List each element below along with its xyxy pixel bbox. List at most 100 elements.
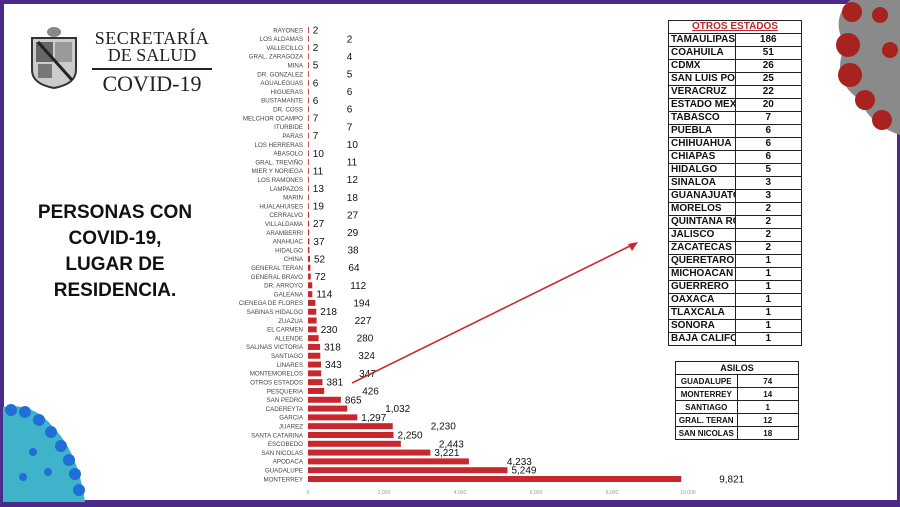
bar (308, 106, 309, 113)
category-label: RAYONES (273, 27, 303, 34)
table-row: GRAL. TERAN 12 (675, 413, 799, 427)
bar (308, 71, 309, 78)
bar (308, 88, 309, 95)
table-row: QUINTANA ROO2 (668, 215, 802, 229)
state-name: TLAXCALA (668, 306, 736, 320)
category-label: APODACA (273, 459, 304, 466)
value-label: 29 (347, 228, 359, 239)
bar (308, 115, 309, 122)
bar (308, 220, 310, 227)
value-label: 2,250 (398, 430, 423, 441)
case-count: 6 (734, 137, 802, 151)
case-count: 1 (734, 332, 802, 346)
org-line2: DE SALUD (92, 46, 212, 70)
value-label: 426 (362, 386, 379, 397)
table-row: TABASCO 7 (668, 111, 802, 125)
state-name: SAN LUIS POTOSI (668, 72, 736, 86)
value-label: 343 (325, 360, 342, 371)
value-label: 27 (313, 219, 325, 230)
case-count: 2 (734, 215, 802, 229)
case-count: 1 (734, 254, 802, 268)
org-line1: SECRETARÍA (94, 28, 210, 48)
value-label: 13 (313, 184, 325, 195)
value-label: 5 (313, 61, 319, 72)
frame-border-left (0, 0, 4, 507)
value-label: 9,821 (719, 475, 744, 486)
table-row: BAJA CALIFORNIA1 (668, 332, 802, 346)
value-label: 11 (313, 166, 324, 177)
table-row: COAHUILA 51 (668, 46, 802, 60)
bar (308, 185, 309, 192)
bar (308, 440, 401, 447)
state-name: PUEBLA (668, 124, 736, 138)
case-count: 6 (734, 124, 802, 138)
category-label: MINA (288, 63, 304, 70)
state-name: TAMAULIPAS (668, 33, 736, 47)
bar (308, 194, 309, 201)
case-count: 5 (734, 163, 802, 177)
value-label: 4 (347, 52, 353, 63)
value-label: 1,297 (361, 413, 386, 424)
value-label: 280 (357, 334, 374, 345)
bar (308, 123, 309, 130)
state-name: GUADALUPE (675, 374, 738, 388)
bar (308, 370, 322, 377)
bar (308, 97, 309, 104)
table-row: OAXACA 1 (668, 293, 802, 307)
bar (308, 387, 325, 394)
category-label: HIDALGO (275, 247, 303, 254)
bar (308, 467, 508, 474)
case-count: 1 (734, 267, 802, 281)
category-label: DR. GONZALEZ (257, 71, 303, 78)
value-label: 52 (314, 254, 326, 265)
category-label: LOS ALDAMAS (260, 36, 303, 43)
category-label: VALLECILLO (266, 45, 303, 52)
category-label: SAN PEDRO (267, 397, 304, 404)
table-row: CHIHUAHUA 6 (668, 137, 802, 151)
otros-estados-table: OTROS ESTADOS TAMAULIPAS 186 COAHUILA 51 CDM… (668, 20, 802, 346)
category-label: BUSTAMANTE (261, 98, 303, 105)
category-label: CHINA (284, 256, 304, 263)
bar (308, 211, 310, 218)
table-row: CDMX 26 (668, 59, 802, 73)
category-label: ARAMBERRI (266, 230, 303, 237)
state-name: JALISCO (668, 228, 736, 242)
value-label: 11 (347, 158, 358, 169)
state-name: QUERETARO (668, 254, 736, 268)
bar (308, 458, 469, 465)
frame-border-right (897, 0, 900, 507)
category-label: GUADALUPE (265, 467, 303, 474)
category-label: ABASOLO (273, 151, 303, 158)
bar (308, 141, 309, 148)
bar (308, 79, 309, 86)
case-count: 12 (736, 413, 799, 427)
state-name: SAN NICOLAS (675, 426, 738, 440)
category-label: EL CARMEN (267, 327, 303, 334)
category-label: HIGUERAS (271, 89, 303, 96)
case-count: 2 (734, 202, 802, 216)
value-label: 7 (313, 114, 319, 125)
value-label: 6 (347, 105, 353, 116)
table-row: MONTERREY 14 (675, 387, 799, 401)
bar (308, 264, 311, 271)
x-tick-label: 8,000 (606, 490, 619, 496)
category-label: MONTEMORELOS (250, 371, 303, 378)
bar (308, 335, 319, 342)
x-tick-label: 2,000 (378, 490, 391, 496)
table-row: ESTADO MEXICO20 (668, 98, 802, 112)
value-label: 18 (347, 193, 359, 204)
category-label: SAN NICOLAS (261, 450, 303, 457)
x-tick-label: 0 (307, 490, 310, 496)
frame-border-top (0, 0, 900, 4)
state-name: SONORA (668, 319, 736, 333)
category-label: HUALAHUISES (259, 203, 303, 210)
case-count: 20 (734, 98, 802, 112)
category-label: ZUAZUA (278, 318, 304, 325)
value-label: 227 (355, 316, 372, 327)
table-row: QUERETARO 1 (668, 254, 802, 268)
case-count: 3 (734, 176, 802, 190)
state-name: MONTERREY (675, 387, 738, 401)
bar (308, 44, 309, 51)
table-row: ZACATECAS 2 (668, 241, 802, 255)
bar (308, 379, 323, 386)
